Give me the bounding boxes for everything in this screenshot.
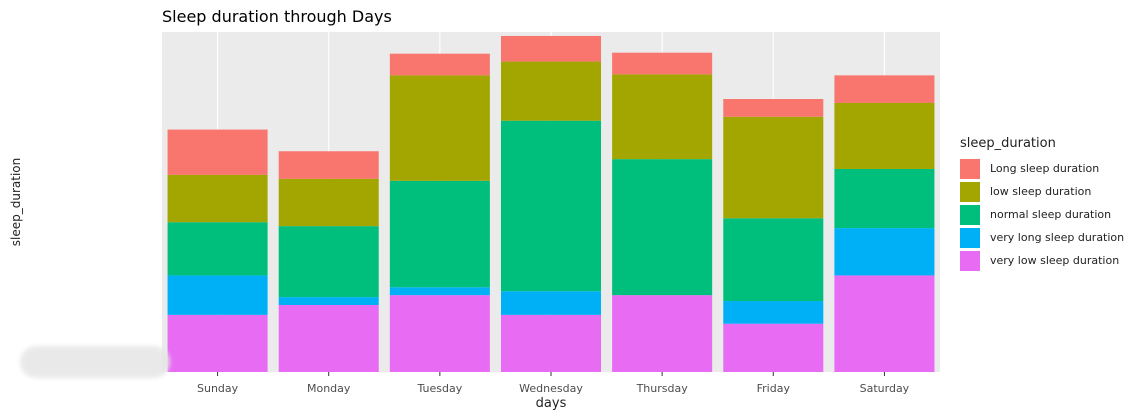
legend-key bbox=[960, 227, 980, 248]
bar-tuesday-very-long-sleep-duration bbox=[389, 287, 490, 296]
x-tick-label: Monday bbox=[307, 382, 351, 395]
bar-sunday-very-low-sleep-duration bbox=[167, 314, 268, 372]
bar-friday-very-low-sleep-duration bbox=[723, 323, 824, 372]
bar-tuesday-long-sleep-duration bbox=[389, 53, 490, 76]
bar-monday-normal-sleep-duration bbox=[278, 226, 379, 298]
legend-items: Long sleep duration low sleep duration nor… bbox=[960, 157, 1124, 272]
bar-thursday-very-low-sleep-duration bbox=[612, 295, 713, 372]
bar-tuesday-normal-sleep-duration bbox=[389, 180, 490, 288]
legend-key bbox=[960, 204, 980, 225]
x-tick-label: Sunday bbox=[197, 382, 239, 395]
bar-saturday-long-sleep-duration bbox=[834, 75, 935, 103]
x-axis-label: days bbox=[535, 396, 567, 411]
legend-label: Long sleep duration bbox=[990, 162, 1100, 175]
chart-title: Sleep duration through Days bbox=[162, 7, 392, 26]
bar-friday-long-sleep-duration bbox=[723, 99, 824, 117]
legend-key bbox=[960, 181, 980, 202]
bar-thursday-low-sleep-duration bbox=[612, 74, 713, 160]
legend-item: Long sleep duration bbox=[960, 157, 1124, 180]
legend-item: low sleep duration bbox=[960, 180, 1124, 203]
x-tick-label: Saturday bbox=[860, 382, 910, 395]
legend-label: very long sleep duration bbox=[990, 231, 1125, 244]
bar-saturday-normal-sleep-duration bbox=[834, 168, 935, 229]
bar-wednesday-long-sleep-duration bbox=[500, 35, 602, 62]
legend-item: very low sleep duration bbox=[960, 249, 1124, 272]
x-tick-label: Thursday bbox=[636, 382, 689, 395]
bar-friday-low-sleep-duration bbox=[723, 116, 824, 219]
x-tick-label: Wednesday bbox=[519, 382, 583, 395]
x-tick-label: Tuesday bbox=[416, 382, 462, 395]
bar-monday-very-long-sleep-duration bbox=[278, 297, 379, 305]
bar-sunday-low-sleep-duration bbox=[167, 174, 268, 223]
bar-monday-very-low-sleep-duration bbox=[278, 304, 379, 372]
bar-friday-very-long-sleep-duration bbox=[723, 301, 824, 324]
bar-saturday-very-low-sleep-duration bbox=[834, 275, 935, 372]
bar-wednesday-very-long-sleep-duration bbox=[500, 291, 602, 315]
bar-sunday-normal-sleep-duration bbox=[167, 222, 268, 276]
legend-item: normal sleep duration bbox=[960, 203, 1124, 226]
bar-monday-low-sleep-duration bbox=[278, 178, 379, 227]
bar-wednesday-very-low-sleep-duration bbox=[500, 314, 602, 372]
bar-monday-long-sleep-duration bbox=[278, 151, 379, 179]
bar-tuesday-very-low-sleep-duration bbox=[389, 295, 490, 372]
legend: sleep_duration Long sleep duration low sl… bbox=[960, 136, 1124, 272]
bar-wednesday-low-sleep-duration bbox=[500, 61, 602, 121]
bar-sunday-long-sleep-duration bbox=[167, 129, 268, 175]
x-tick-label: Friday bbox=[757, 382, 791, 395]
legend-label: very low sleep duration bbox=[990, 254, 1120, 267]
bar-wednesday-normal-sleep-duration bbox=[500, 120, 602, 292]
bar-thursday-long-sleep-duration bbox=[612, 52, 713, 75]
legend-key bbox=[960, 250, 980, 271]
y-axis-label: sleep_duration bbox=[9, 157, 23, 247]
bar-saturday-very-long-sleep-duration bbox=[834, 228, 935, 276]
bar-sunday-very-long-sleep-duration bbox=[167, 275, 268, 315]
legend-title: sleep_duration bbox=[960, 136, 1056, 151]
legend-key bbox=[960, 158, 980, 179]
redaction-smudge bbox=[20, 346, 170, 378]
bar-friday-normal-sleep-duration bbox=[723, 218, 824, 302]
bar-tuesday-low-sleep-duration bbox=[389, 75, 490, 181]
bar-saturday-low-sleep-duration bbox=[834, 102, 935, 169]
legend-label: low sleep duration bbox=[990, 185, 1092, 198]
legend-item: very long sleep duration bbox=[960, 226, 1124, 249]
bar-thursday-normal-sleep-duration bbox=[612, 159, 713, 296]
legend-label: normal sleep duration bbox=[990, 208, 1112, 221]
